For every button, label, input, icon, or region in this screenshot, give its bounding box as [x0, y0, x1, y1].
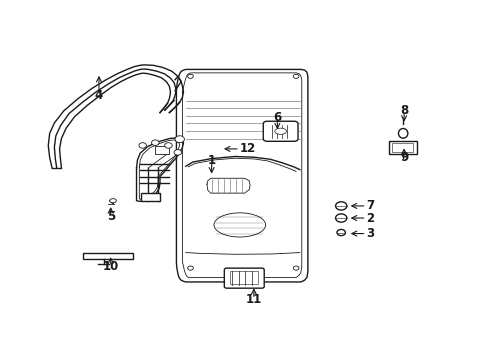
- Circle shape: [335, 202, 346, 210]
- Circle shape: [151, 140, 159, 145]
- Text: 9: 9: [399, 151, 407, 164]
- Text: 3: 3: [366, 227, 374, 240]
- FancyBboxPatch shape: [388, 141, 416, 154]
- Ellipse shape: [398, 129, 407, 138]
- FancyBboxPatch shape: [391, 143, 413, 152]
- Ellipse shape: [214, 213, 265, 237]
- Circle shape: [187, 74, 193, 78]
- FancyBboxPatch shape: [155, 147, 169, 154]
- FancyBboxPatch shape: [263, 121, 297, 141]
- Text: 12: 12: [239, 143, 256, 156]
- Text: 7: 7: [366, 199, 374, 212]
- Text: 8: 8: [399, 104, 407, 117]
- Ellipse shape: [109, 199, 116, 203]
- Circle shape: [336, 229, 345, 236]
- Text: 4: 4: [95, 89, 103, 102]
- Text: 11: 11: [245, 293, 262, 306]
- Text: 6: 6: [273, 111, 281, 124]
- Text: 1: 1: [207, 154, 215, 167]
- Circle shape: [293, 74, 298, 78]
- Circle shape: [187, 266, 193, 270]
- Ellipse shape: [274, 128, 286, 134]
- Circle shape: [174, 150, 181, 155]
- Text: 5: 5: [106, 210, 115, 223]
- Text: 10: 10: [102, 260, 119, 273]
- Circle shape: [175, 136, 184, 143]
- Circle shape: [293, 266, 298, 270]
- Circle shape: [139, 143, 146, 148]
- FancyBboxPatch shape: [141, 193, 160, 202]
- Polygon shape: [82, 253, 133, 259]
- Circle shape: [164, 143, 172, 148]
- FancyBboxPatch shape: [224, 268, 264, 288]
- Text: 2: 2: [366, 212, 374, 225]
- Circle shape: [335, 214, 346, 222]
